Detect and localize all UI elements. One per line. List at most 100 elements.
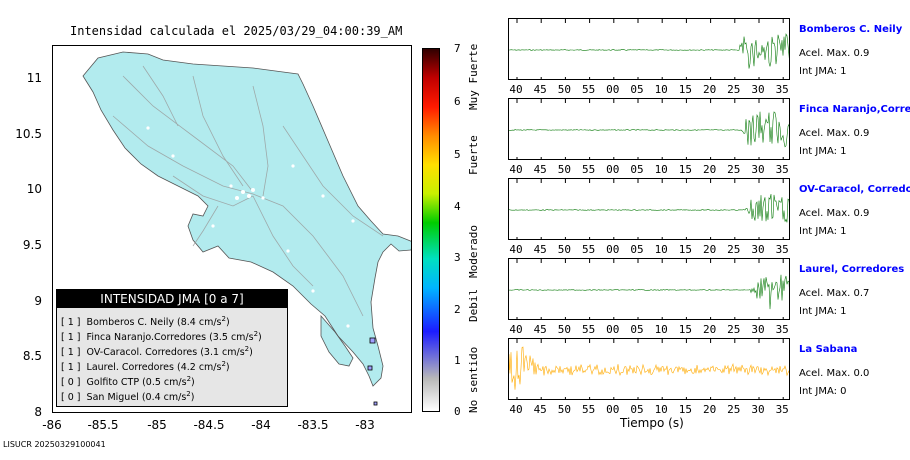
- waveform-trace: [509, 193, 789, 223]
- station-accel: Acel. Max. 0.9: [799, 208, 870, 219]
- costa-rica-map: [82, 51, 411, 406]
- map-ytick: 8.5: [22, 349, 42, 363]
- seismogram-tick-label: 00: [606, 403, 620, 416]
- map-xtick: -83.5: [297, 418, 329, 432]
- seismogram-tick-label: 15: [678, 323, 693, 336]
- seismogram-panel: [508, 98, 790, 160]
- seismogram-tick-row: 40 45 50 55 00 05 10 15 20 25 30 35: [508, 243, 790, 257]
- seismogram-tick-label: 25: [727, 163, 741, 176]
- colorbar-label-no-sentido: No sentido: [467, 346, 480, 413]
- seismogram-tick-label: 05: [630, 163, 644, 176]
- waveform: [509, 99, 789, 159]
- seismogram-tick-label: 20: [702, 243, 717, 256]
- station-accel: Acel. Max. 0.7: [799, 288, 870, 299]
- seismogram-tick-label: 45: [533, 243, 547, 256]
- waveform: [509, 19, 789, 79]
- seismogram-tick-label: 55: [581, 83, 596, 96]
- station-intensity: Int JMA: 0: [799, 386, 847, 397]
- colorbar-label-muy-fuerte: Muy Fuerte: [467, 43, 480, 110]
- seismogram-tick-label: 10: [654, 163, 668, 176]
- map-xtick: -85: [147, 418, 167, 432]
- seismogram-tick-label: 10: [654, 243, 668, 256]
- seismogram-tick-label: 25: [727, 323, 741, 336]
- seismogram-panel: [508, 338, 790, 400]
- colorbar-tick: 2: [454, 303, 461, 316]
- waveform: [509, 339, 789, 399]
- seismogram-tick-row: 40 45 50 55 00 05 10 15 20 25 30 35: [508, 403, 790, 417]
- seismogram-tick-label: 10: [654, 83, 668, 96]
- seismogram-tick-label: 05: [630, 403, 644, 416]
- seismogram-tick-label: 40: [509, 163, 523, 176]
- station-name: La Sabana: [799, 344, 858, 355]
- map-title: Intensidad calculada el 2025/03/29_04:00…: [70, 24, 403, 38]
- seismogram-tick-label: 35: [775, 163, 789, 176]
- seismogram-tick-label: 45: [533, 83, 547, 96]
- seismogram-tick-label: 15: [678, 403, 693, 416]
- seismogram-tick-label: 50: [557, 163, 572, 176]
- colorbar-label-debil: Debil: [467, 288, 480, 322]
- map-xtick: -83: [355, 418, 375, 432]
- station-intensity: Int JMA: 1: [799, 146, 847, 157]
- legend-item: [ 1 ] OV-Caracol. Corredores (3.1 cm/s2): [61, 345, 253, 359]
- seismogram-tick-label: 35: [775, 323, 789, 336]
- town-markers: [146, 126, 355, 328]
- road-network: [112, 65, 384, 317]
- waveform-trace: [509, 346, 789, 390]
- legend-item: [ 0 ] Golfito CTP (0.5 cm/s2): [61, 375, 195, 389]
- station-name: OV-Caracol, Corredores: [799, 184, 910, 195]
- seismogram-tick-label: 45: [533, 323, 547, 336]
- time-axis-label: Tiempo (s): [620, 416, 684, 430]
- seismogram-tick-label: 05: [630, 243, 644, 256]
- seismogram-tick-label: 30: [751, 163, 765, 176]
- seismogram-tick-label: 00: [606, 243, 620, 256]
- waveform: [509, 259, 789, 319]
- seismogram-tick-label: 20: [702, 323, 717, 336]
- seismogram-tick-row: 40 45 50 55 00 05 10 15 20 25 30 35: [508, 323, 790, 337]
- legend-item: [ 1 ] Finca Naranjo.Corredores (3.5 cm/s…: [61, 330, 262, 344]
- osa-peninsula: [320, 314, 354, 367]
- waveform-trace: [509, 274, 789, 310]
- station-name: Bomberos C. Neily: [799, 24, 903, 35]
- map-ytick: 9: [34, 294, 42, 308]
- map-ytick: 8: [34, 405, 42, 419]
- seismogram-tick-label: 15: [678, 83, 693, 96]
- colorbar-tick: 0: [454, 405, 461, 418]
- seismogram-tick-label: 00: [606, 323, 620, 336]
- seismogram-tick-label: 10: [654, 323, 668, 336]
- footer-code: LISUCR 20250329100041: [3, 440, 106, 449]
- seismogram-tick-label: 50: [557, 323, 572, 336]
- map-xtick: -84: [251, 418, 271, 432]
- seismogram-tick-label: 50: [557, 243, 572, 256]
- colorbar-tick: 1: [454, 354, 461, 367]
- seismogram-tick-label: 40: [509, 323, 523, 336]
- seismogram-tick-label: 40: [509, 403, 523, 416]
- station-intensity: Int JMA: 1: [799, 66, 847, 77]
- seismogram-panel: [508, 18, 790, 80]
- seismogram-tick-label: 30: [751, 83, 765, 96]
- costa-rica-landmass: [82, 51, 411, 387]
- waveform: [509, 179, 789, 239]
- legend-item: [ 0 ] San Miguel (0.4 cm/s2): [61, 390, 195, 404]
- intensity-colorbar: [422, 48, 440, 412]
- waveform-trace: [509, 33, 789, 69]
- map-xtick: -86: [42, 418, 62, 432]
- map-ytick: 11: [26, 71, 42, 85]
- station-intensity: Int JMA: 1: [799, 226, 847, 237]
- seismogram-tick-label: 50: [557, 83, 572, 96]
- map-xtick: -85.5: [87, 418, 119, 432]
- seismogram-tick-row: 40 45 50 55 00 05 10 15 20 25 30 35: [508, 83, 790, 97]
- waveform-trace: [509, 111, 789, 148]
- map-ytick: 10.5: [15, 127, 42, 141]
- seismogram-tick-label: 55: [581, 323, 596, 336]
- legend-item: [ 1 ] Laurel. Corredores (4.2 cm/s2): [61, 360, 230, 374]
- map-xtick: -84.5: [193, 418, 225, 432]
- seismogram-tick-label: 35: [775, 403, 789, 416]
- seismogram-tick-label: 30: [751, 403, 765, 416]
- seismogram-tick-label: 30: [751, 243, 765, 256]
- map-ytick: 9.5: [22, 238, 42, 252]
- seismogram-tick-label: 25: [727, 83, 741, 96]
- colorbar-tick: 6: [454, 95, 461, 108]
- seismogram-tick-label: 55: [581, 163, 596, 176]
- seismogram-tick-label: 45: [533, 163, 547, 176]
- seismogram-tick-label: 25: [727, 243, 741, 256]
